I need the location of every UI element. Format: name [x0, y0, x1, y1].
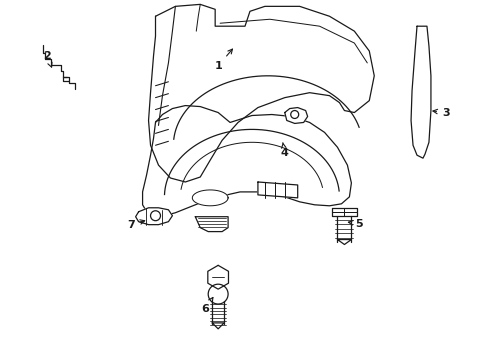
Polygon shape	[331, 208, 357, 216]
Text: 2: 2	[43, 51, 52, 67]
Polygon shape	[192, 190, 227, 206]
Polygon shape	[208, 287, 227, 301]
Polygon shape	[142, 105, 351, 217]
Text: 6: 6	[201, 297, 212, 314]
Polygon shape	[284, 108, 307, 123]
Polygon shape	[410, 26, 430, 158]
Polygon shape	[135, 208, 172, 225]
Polygon shape	[148, 4, 373, 182]
Polygon shape	[207, 265, 228, 289]
Text: 7: 7	[126, 220, 144, 230]
Text: 5: 5	[348, 219, 363, 229]
Polygon shape	[212, 323, 224, 329]
Polygon shape	[337, 239, 351, 244]
Polygon shape	[195, 217, 227, 231]
Polygon shape	[257, 182, 297, 198]
Text: 1: 1	[214, 49, 232, 71]
Text: 4: 4	[280, 143, 288, 158]
Text: 3: 3	[432, 108, 449, 117]
